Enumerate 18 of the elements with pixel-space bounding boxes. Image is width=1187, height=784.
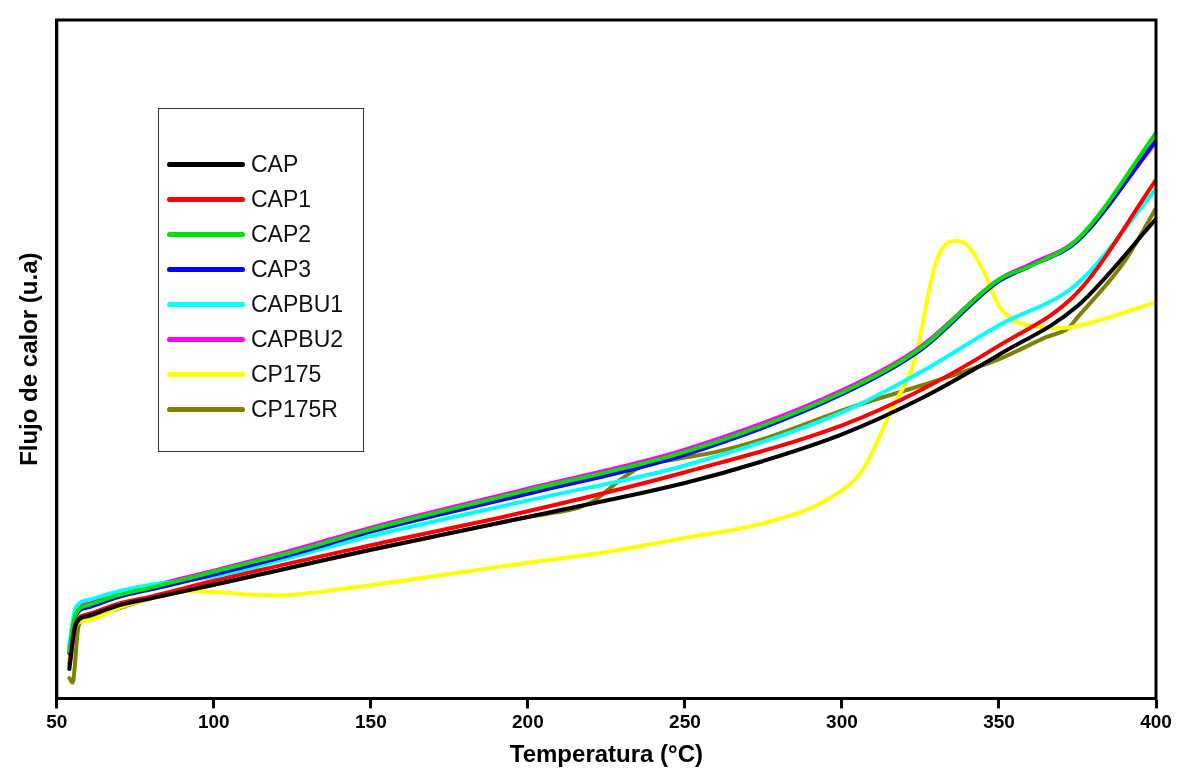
y-axis-title: Flujo de calor (u.a) bbox=[15, 252, 43, 466]
legend-label: CAP bbox=[251, 151, 299, 178]
x-tick-label: 400 bbox=[1140, 711, 1172, 733]
legend-label: CAP2 bbox=[251, 221, 312, 248]
x-tick-label: 50 bbox=[46, 711, 68, 733]
legend-label: CAPBU1 bbox=[251, 291, 344, 318]
x-tick-label: 150 bbox=[355, 711, 387, 733]
legend-label: CAPBU2 bbox=[251, 326, 344, 353]
x-tick-label: 100 bbox=[197, 711, 230, 733]
legend-label: CP175R bbox=[251, 396, 338, 423]
x-tick-label: 350 bbox=[983, 711, 1015, 733]
x-axis-title: Temperatura (°C) bbox=[509, 740, 703, 768]
legend-label: CP175 bbox=[251, 361, 322, 388]
x-tick-label: 250 bbox=[669, 711, 701, 733]
x-tick-label: 300 bbox=[826, 711, 858, 733]
x-tick-label: 200 bbox=[512, 711, 544, 733]
legend-label: CAP1 bbox=[251, 186, 312, 213]
legend-label: CAP3 bbox=[251, 256, 312, 283]
